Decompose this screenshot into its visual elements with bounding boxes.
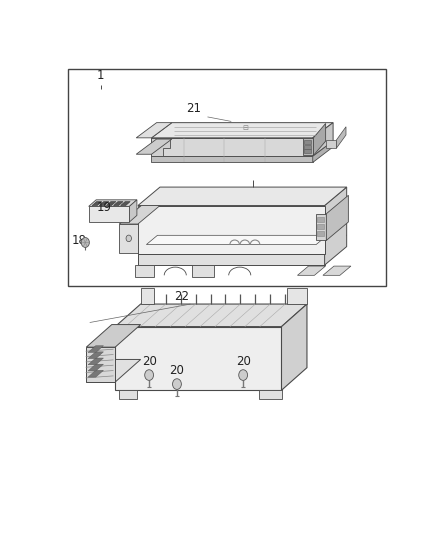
Polygon shape	[119, 224, 138, 253]
Polygon shape	[88, 352, 103, 359]
Polygon shape	[99, 201, 109, 206]
Circle shape	[126, 235, 131, 241]
Polygon shape	[86, 359, 141, 382]
Text: 20: 20	[141, 354, 156, 368]
Polygon shape	[314, 124, 325, 156]
Polygon shape	[92, 201, 102, 206]
Polygon shape	[317, 231, 324, 236]
Polygon shape	[304, 140, 311, 144]
Polygon shape	[136, 123, 172, 138]
Polygon shape	[304, 145, 311, 149]
Polygon shape	[323, 266, 351, 276]
Polygon shape	[152, 138, 170, 156]
Polygon shape	[336, 127, 346, 148]
Polygon shape	[317, 224, 324, 229]
Polygon shape	[136, 139, 172, 154]
Polygon shape	[86, 325, 141, 347]
Polygon shape	[138, 206, 325, 254]
Polygon shape	[88, 200, 137, 206]
Polygon shape	[192, 265, 214, 277]
Polygon shape	[88, 358, 103, 365]
Polygon shape	[138, 254, 325, 265]
Polygon shape	[259, 390, 282, 399]
Polygon shape	[120, 201, 130, 206]
Polygon shape	[325, 187, 347, 265]
Polygon shape	[135, 265, 154, 277]
Text: 18: 18	[72, 235, 87, 247]
Text: 21: 21	[187, 102, 201, 115]
Bar	[68, 69, 386, 286]
Polygon shape	[119, 206, 160, 224]
Circle shape	[81, 238, 89, 247]
Polygon shape	[286, 288, 307, 304]
Text: 22: 22	[175, 290, 190, 303]
Polygon shape	[303, 138, 314, 156]
Polygon shape	[130, 200, 137, 222]
Polygon shape	[317, 216, 324, 222]
Polygon shape	[115, 327, 282, 390]
Polygon shape	[152, 156, 313, 163]
Polygon shape	[138, 187, 347, 206]
Circle shape	[239, 370, 247, 381]
Polygon shape	[326, 140, 336, 148]
Text: 19: 19	[96, 201, 111, 214]
Circle shape	[145, 370, 154, 381]
Polygon shape	[313, 141, 333, 163]
Text: 20: 20	[236, 354, 251, 368]
Polygon shape	[88, 370, 103, 377]
Polygon shape	[138, 235, 347, 254]
Polygon shape	[282, 304, 307, 390]
Text: ⊟: ⊟	[242, 125, 248, 132]
Polygon shape	[88, 364, 103, 371]
Polygon shape	[152, 138, 313, 156]
Polygon shape	[313, 123, 333, 156]
Polygon shape	[152, 123, 333, 138]
Circle shape	[173, 379, 181, 390]
Polygon shape	[146, 235, 327, 245]
Polygon shape	[88, 206, 130, 222]
Polygon shape	[326, 195, 348, 240]
Polygon shape	[316, 214, 326, 240]
Polygon shape	[88, 346, 103, 352]
Polygon shape	[86, 347, 115, 382]
Polygon shape	[106, 201, 116, 206]
Text: 20: 20	[170, 364, 184, 377]
Polygon shape	[115, 304, 307, 327]
Polygon shape	[119, 390, 137, 399]
Polygon shape	[297, 266, 325, 276]
Polygon shape	[113, 201, 123, 206]
Polygon shape	[141, 288, 154, 304]
Polygon shape	[304, 149, 311, 153]
Text: 1: 1	[97, 69, 104, 83]
